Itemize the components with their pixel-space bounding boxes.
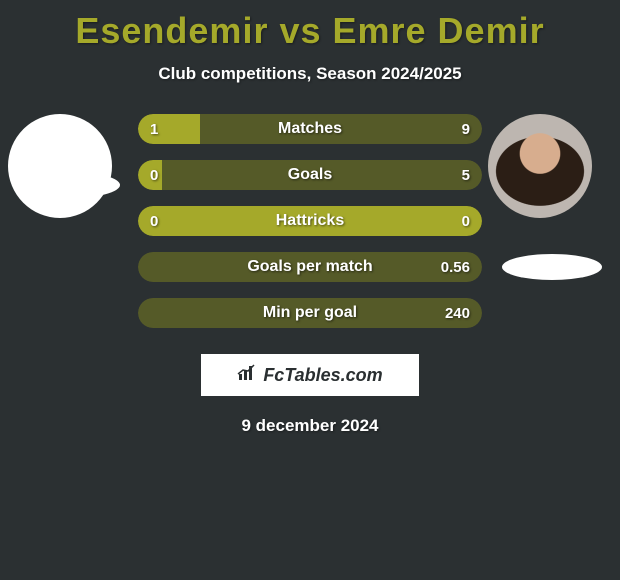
fctables-logo: FcTables.com xyxy=(201,354,419,396)
date-text: 9 december 2024 xyxy=(0,416,620,436)
stat-label: Goals xyxy=(138,160,482,190)
player-right-logo xyxy=(502,254,602,280)
player-left-avatar xyxy=(8,114,112,218)
bar-chart-icon xyxy=(237,364,259,387)
stat-label: Hattricks xyxy=(138,206,482,236)
stat-bar: 00Hattricks xyxy=(138,206,482,236)
page-title: Esendemir vs Emre Demir xyxy=(0,0,620,52)
player-right-portrait xyxy=(488,114,592,218)
stats-bars: 19Matches 05Goals 00Hattricks 0.56Goals per… xyxy=(138,114,482,328)
player-left-logo xyxy=(20,172,120,198)
comparison-content: 19Matches 05Goals 00Hattricks 0.56Goals per… xyxy=(0,114,620,328)
stat-bar: 240Min per goal xyxy=(138,298,482,328)
player-right-avatar xyxy=(488,114,592,218)
logo-text: FcTables.com xyxy=(263,365,382,386)
stat-bar: 19Matches xyxy=(138,114,482,144)
stat-bar: 05Goals xyxy=(138,160,482,190)
stat-bar: 0.56Goals per match xyxy=(138,252,482,282)
stat-label: Goals per match xyxy=(138,252,482,282)
stat-label: Min per goal xyxy=(138,298,482,328)
subtitle: Club competitions, Season 2024/2025 xyxy=(0,64,620,84)
stat-label: Matches xyxy=(138,114,482,144)
